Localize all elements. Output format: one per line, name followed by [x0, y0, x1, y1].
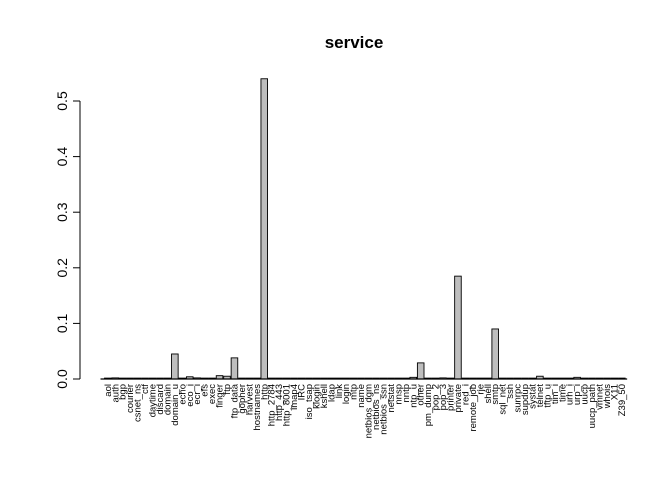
x-tick-label: exec [207, 384, 218, 404]
y-axis: 0.0 0.1 0.2 0.3 0.4 0.5 [54, 91, 81, 389]
bar-smtp [491, 328, 499, 380]
x-tick-label: pm_dump [423, 384, 434, 426]
x-tick-label: nntp [401, 384, 412, 403]
x-tick-label: imap4 [289, 384, 300, 410]
y-tick-label: 0.5 [54, 91, 70, 111]
y-tick-label: 0.2 [54, 258, 70, 278]
x-tick-label: eco_i [185, 384, 196, 407]
x-tick-label: finger [215, 384, 226, 408]
x-tick-label: ldap [326, 384, 337, 402]
x-tick-label: csnet_ns [133, 384, 144, 422]
x-tick-label: hostnames [252, 384, 263, 431]
x-tick-label: netstat [386, 384, 397, 413]
x-tick-label: supdup [520, 384, 531, 415]
x-tick-label: ssh [505, 384, 516, 399]
bars [100, 78, 628, 380]
x-tick-label: netbios_ns [371, 384, 382, 430]
x-tick-label: login [341, 384, 352, 404]
x-tick-label: klogin [311, 384, 322, 409]
x-tick-label: systat [527, 384, 538, 409]
x-tick-label: ctf [140, 384, 151, 394]
x-tick-label: domain_u [170, 384, 181, 426]
x-tick-label: sunrpc [513, 384, 524, 413]
x-tick-label: ntp_u [408, 384, 419, 408]
bar-other [416, 362, 425, 380]
x-tick-label: bgp [118, 384, 129, 400]
x-tick-label: name [356, 384, 367, 408]
x-tick-label: time [557, 384, 568, 402]
x-tick-label: tim_i [550, 384, 561, 404]
x-tick-label: daytime [148, 384, 159, 417]
x-tick-label: shell [483, 384, 494, 404]
x-tick-label: tftp_u [542, 384, 553, 408]
x-tick-label: http_8001 [282, 384, 293, 426]
x-tick-label: harvest [244, 384, 255, 416]
bar-http [260, 78, 269, 380]
x-tick-label: urp_i [572, 384, 583, 405]
x-tick-label: netbios_ssn [378, 384, 389, 435]
bar-ftp_data [230, 357, 239, 380]
x-tick-label: nnsp [393, 384, 404, 405]
x-tick-label: domain [162, 384, 173, 415]
x-tick-label: rje [475, 384, 486, 395]
bar-private [454, 275, 462, 380]
x-tick-label: ftp [222, 384, 233, 395]
x-tick-label: link [334, 384, 345, 399]
x-tick-label: echo [177, 384, 188, 405]
x-tick-label: vmnet [595, 384, 606, 410]
y-tick-label: 0.4 [54, 147, 70, 167]
x-axis-labels: aolauthbgpcouriercsnet_nsctfdaytimedisca… [103, 383, 628, 438]
x-tick-label: whois [602, 384, 613, 410]
x-tick-label: X11 [609, 384, 620, 400]
x-tick-label: printer [446, 384, 457, 411]
x-tick-label: aol [103, 384, 114, 397]
x-tick-label: auth [110, 384, 121, 403]
x-tick-label: uucp [580, 384, 591, 405]
x-tick-label: uucp_path [587, 384, 598, 428]
x-tick-label: http [259, 384, 270, 400]
x-tick-label: netbios_dgm [364, 384, 375, 438]
x-tick-label: gopher [237, 384, 248, 414]
x-tick-label: discard [155, 384, 166, 415]
x-tick-label: private [453, 384, 464, 413]
x-tick-label: courier [125, 384, 136, 413]
x-tick-label: mtp [349, 384, 360, 400]
x-tick-label: http_2784 [267, 384, 278, 426]
x-tick-label: http_443 [274, 384, 285, 421]
x-tick-label: kshell [319, 384, 330, 408]
x-tick-label: red_i [460, 384, 471, 405]
x-tick-label: pop_3 [438, 384, 449, 410]
chart-title: service [325, 33, 384, 52]
x-tick-label: Z39_50 [617, 384, 628, 416]
x-tick-label: ftp_data [229, 383, 240, 418]
x-tick-label: other [416, 384, 427, 406]
x-tick-label: IRC [297, 384, 308, 401]
y-tick-label: 0.0 [54, 369, 70, 389]
bar-domain_u [171, 353, 179, 380]
x-tick-label: urh_i [565, 384, 576, 405]
y-tick-label: 0.1 [54, 313, 70, 333]
x-tick-label: sql_net [498, 384, 509, 415]
x-tick-label: ecr_i [192, 384, 203, 405]
x-tick-label: pop_2 [431, 384, 442, 410]
x-tick-label: efs [200, 384, 211, 397]
x-tick-label: iso_tsap [304, 384, 315, 419]
x-tick-label: smtp [490, 384, 501, 405]
x-tick-label: remote_job [468, 384, 479, 432]
x-tick-label: telnet [535, 384, 546, 408]
y-tick-label: 0.3 [54, 202, 70, 222]
